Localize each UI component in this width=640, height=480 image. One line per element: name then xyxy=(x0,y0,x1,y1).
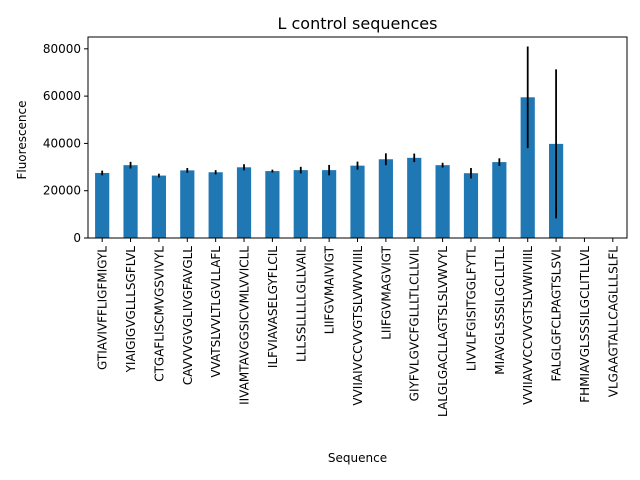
bar xyxy=(322,170,337,238)
x-tick-label: GIYFVLGVCFGLLLTLCLLVIL xyxy=(408,246,422,402)
y-axis: 0 20000 40000 60000 80000 xyxy=(43,42,88,245)
y-tick-label: 40000 xyxy=(43,136,81,150)
x-tick-label: LIIFGVMAGVIGT xyxy=(379,245,393,339)
y-tick-label: 20000 xyxy=(43,184,81,198)
x-tick-label: VVIIAIVCCVVGTSLVWVVIIIL xyxy=(351,246,365,406)
bar xyxy=(407,157,422,238)
x-axis-label: Sequence xyxy=(328,451,387,465)
x-tick-label: MIAVGLSSSILGCLLTLL xyxy=(493,246,507,375)
y-tick-label: 60000 xyxy=(43,89,81,103)
x-tick-label: CTGAFLISCMVGSVIVYL xyxy=(152,246,166,382)
bar xyxy=(293,170,308,238)
x-tick-label: LIIFGVMAIVIGT xyxy=(323,245,337,334)
bar xyxy=(463,173,479,238)
bar xyxy=(95,172,110,238)
plot-frame xyxy=(87,36,628,239)
x-tick-label: LALGLGACLLAGTSLSLVWVYL xyxy=(436,246,450,417)
bar xyxy=(151,175,167,238)
x-tick-label: LIVVLFGISITGGLFYTL xyxy=(464,246,478,371)
bar xyxy=(180,170,195,238)
x-tick-label: YIAIGIGVGLLLSGFLVL xyxy=(124,246,138,374)
y-tick-label: 80000 xyxy=(43,42,81,56)
bar xyxy=(435,165,450,238)
x-tick-label: FHMIAVGLSSSILGCLITLLVL xyxy=(578,246,592,403)
x-tick-label: VVATSLVVLTLGVLLAFL xyxy=(209,246,223,378)
chart-title: L control sequences xyxy=(278,14,438,33)
bar xyxy=(208,172,223,238)
bar xyxy=(520,97,535,238)
bar xyxy=(350,165,365,238)
y-tick-label: 0 xyxy=(73,231,81,245)
bar xyxy=(265,171,280,238)
bar xyxy=(236,167,252,238)
y-axis-label: Fluorescence xyxy=(15,100,29,179)
bar xyxy=(378,159,393,238)
bars-group xyxy=(95,97,564,238)
x-tick-label: LLLSSLLLLLGLLVAIL xyxy=(294,246,308,362)
x-tick-label: IIVAMTAVGGSICVMLVVICLL xyxy=(238,246,252,405)
x-axis: GTIAVIVFFLIGFMIGYL YIAIGIGVGLLLSGFLVL CTGA… xyxy=(96,238,620,417)
x-tick-label: FALGLGFCLPAGTSLSVL xyxy=(550,246,564,382)
x-tick-label: ILFVIAVASELGYFLCIL xyxy=(266,246,280,368)
error-bars-group xyxy=(101,46,557,219)
x-tick-label: CAVVVGVGLIVGFAVGLL xyxy=(181,246,195,385)
x-tick-label: GTIAVIVFFLIGFMIGYL xyxy=(96,246,110,370)
x-tick-label: VVIIAVVCCVVGTSLVWIVIIIL xyxy=(521,246,535,405)
bar xyxy=(123,165,138,238)
x-tick-label: VLGAAGTALLCAGLLLSLFL xyxy=(606,246,620,398)
bar xyxy=(492,162,507,238)
